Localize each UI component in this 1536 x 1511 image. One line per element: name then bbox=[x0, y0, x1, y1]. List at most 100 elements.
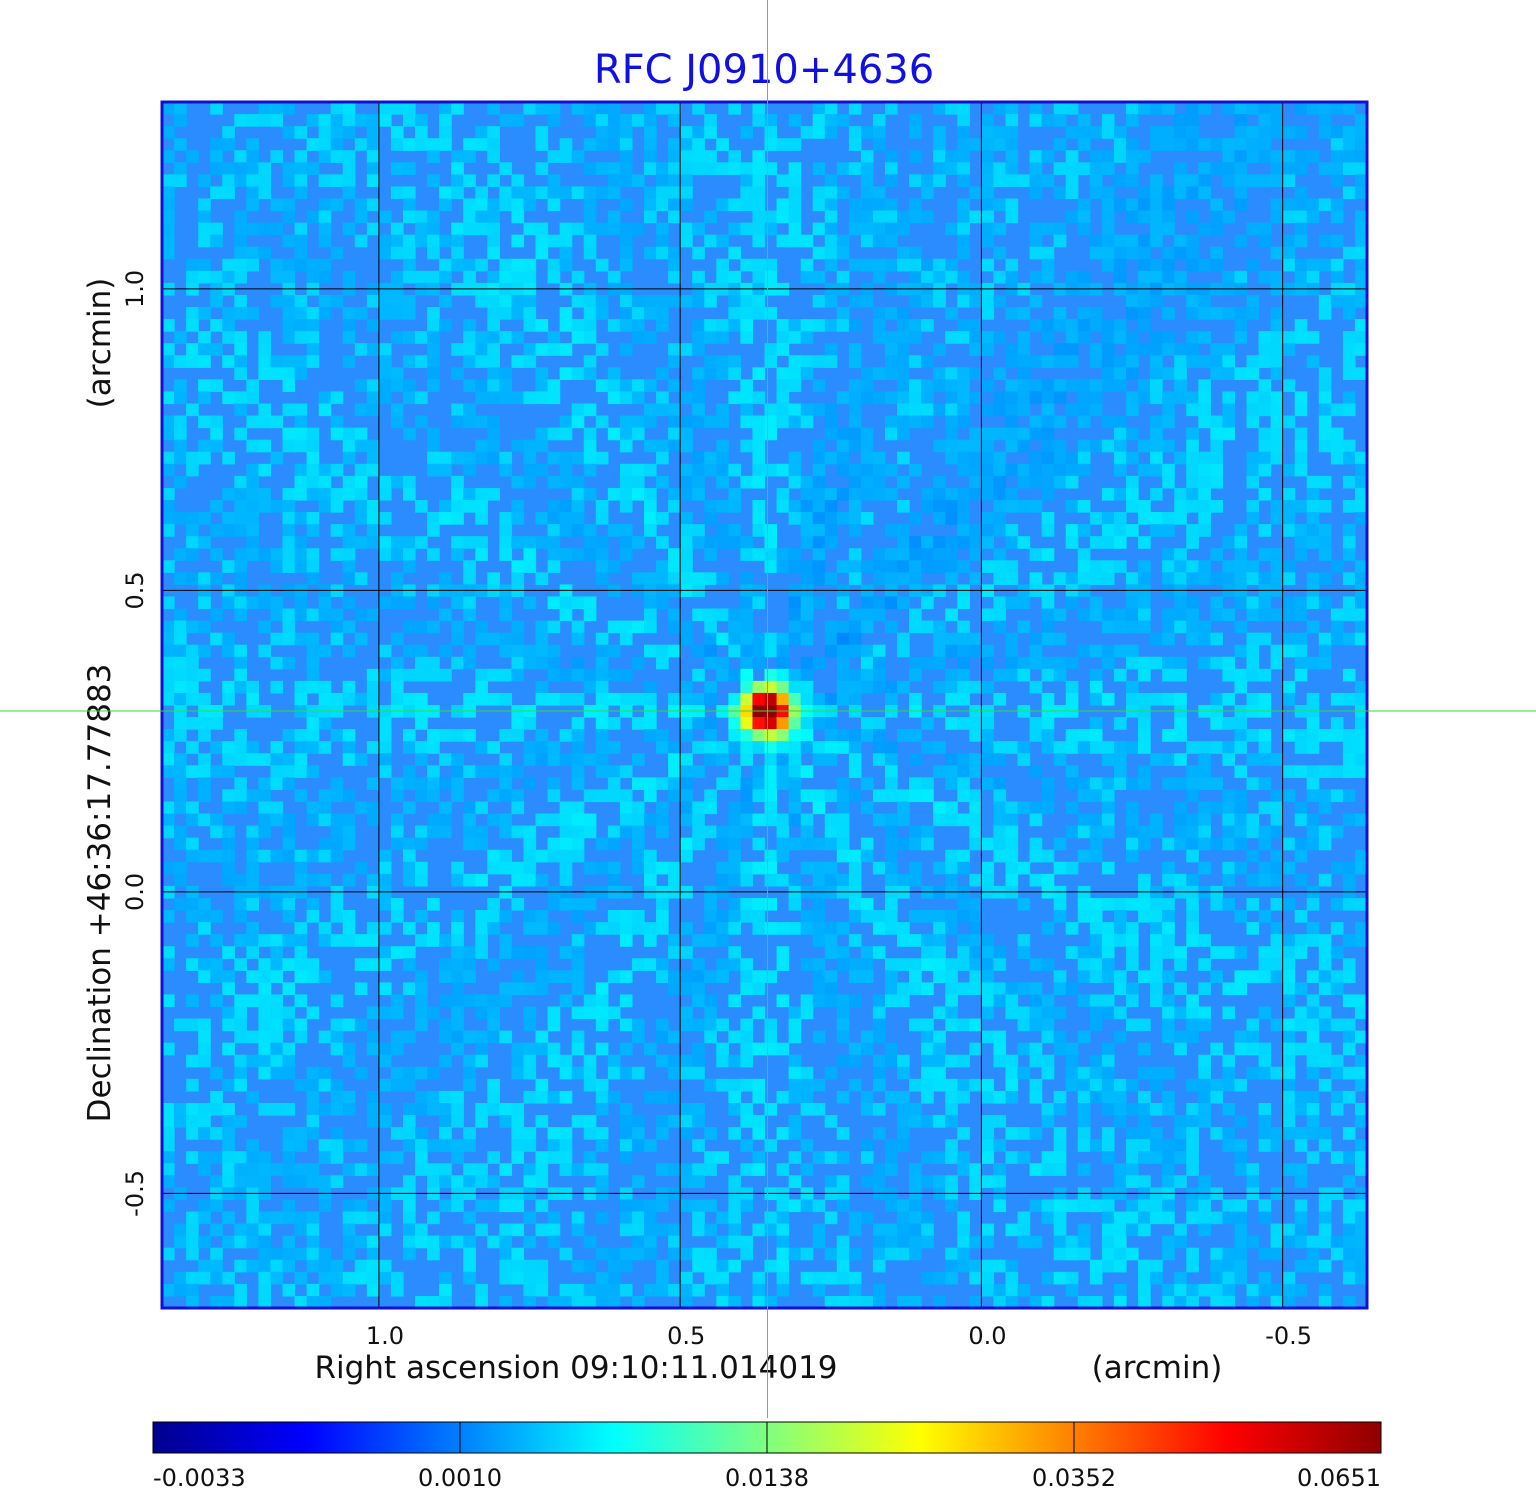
map-pixel bbox=[631, 1115, 645, 1128]
map-pixel bbox=[354, 861, 368, 875]
map-pixel bbox=[644, 692, 657, 706]
map-pixel bbox=[1053, 415, 1067, 429]
map-pixel bbox=[716, 258, 729, 272]
map-pixel bbox=[403, 873, 416, 887]
map-pixel bbox=[1246, 572, 1260, 585]
map-pixel bbox=[1186, 777, 1199, 791]
map-pixel bbox=[1342, 934, 1356, 947]
map-pixel bbox=[764, 729, 778, 742]
map-pixel bbox=[294, 849, 308, 863]
map-pixel bbox=[294, 186, 308, 200]
map-pixel bbox=[198, 270, 211, 284]
map-pixel bbox=[1330, 403, 1344, 417]
map-pixel bbox=[162, 560, 175, 573]
map-pixel bbox=[294, 765, 308, 778]
map-pixel bbox=[342, 680, 356, 694]
map-pixel bbox=[487, 789, 500, 803]
map-pixel bbox=[1234, 596, 1248, 610]
map-pixel bbox=[487, 246, 500, 260]
map-pixel bbox=[1318, 572, 1332, 585]
map-pixel bbox=[174, 439, 187, 453]
map-pixel bbox=[993, 1090, 1007, 1104]
map-pixel bbox=[788, 765, 802, 778]
map-pixel bbox=[981, 1090, 995, 1104]
map-pixel bbox=[390, 102, 404, 115]
map-pixel bbox=[692, 343, 705, 356]
map-pixel bbox=[1113, 982, 1127, 996]
map-pixel bbox=[836, 958, 850, 971]
map-pixel bbox=[246, 379, 259, 393]
map-pixel bbox=[390, 186, 404, 200]
map-pixel bbox=[366, 319, 380, 332]
map-pixel bbox=[354, 536, 368, 549]
map-pixel bbox=[463, 403, 476, 417]
map-pixel bbox=[1162, 186, 1175, 200]
map-pixel bbox=[1342, 331, 1356, 344]
map-pixel bbox=[1306, 512, 1320, 525]
map-pixel bbox=[788, 1127, 802, 1140]
map-pixel bbox=[1342, 970, 1356, 983]
map-pixel bbox=[583, 668, 597, 682]
map-pixel bbox=[1077, 210, 1091, 224]
map-pixel bbox=[1065, 861, 1079, 875]
map-pixel bbox=[1017, 946, 1031, 959]
map-pixel bbox=[282, 536, 296, 549]
map-pixel bbox=[1354, 1030, 1367, 1044]
map-pixel bbox=[427, 620, 440, 634]
map-pixel bbox=[740, 1054, 754, 1068]
map-pixel bbox=[1005, 1090, 1019, 1104]
map-pixel bbox=[318, 922, 332, 935]
map-pixel bbox=[342, 873, 356, 887]
map-pixel bbox=[487, 1151, 500, 1164]
map-pixel bbox=[800, 1139, 814, 1152]
map-pixel bbox=[523, 656, 537, 670]
map-pixel bbox=[933, 536, 946, 549]
map-pixel bbox=[403, 1078, 416, 1092]
map-pixel bbox=[1294, 1175, 1308, 1188]
map-pixel bbox=[1198, 1006, 1211, 1020]
map-pixel bbox=[487, 294, 500, 308]
map-pixel bbox=[1162, 210, 1175, 224]
map-pixel bbox=[885, 102, 898, 115]
map-pixel bbox=[1198, 415, 1211, 429]
map-pixel bbox=[656, 186, 669, 200]
map-pixel bbox=[1186, 813, 1199, 827]
map-pixel bbox=[1065, 536, 1079, 549]
map-pixel bbox=[957, 753, 970, 766]
map-pixel bbox=[571, 1163, 585, 1176]
map-pixel bbox=[897, 355, 910, 368]
map-pixel bbox=[680, 837, 693, 851]
map-pixel bbox=[1065, 1054, 1079, 1068]
map-pixel bbox=[644, 1042, 657, 1056]
map-pixel bbox=[1126, 343, 1139, 356]
map-pixel bbox=[342, 1018, 356, 1032]
map-pixel bbox=[752, 861, 766, 875]
map-pixel bbox=[1162, 946, 1175, 959]
map-pixel bbox=[1282, 198, 1296, 212]
map-pixel bbox=[523, 1054, 537, 1068]
map-pixel bbox=[451, 234, 464, 248]
map-pixel bbox=[836, 837, 850, 851]
map-pixel bbox=[1101, 512, 1115, 525]
map-pixel bbox=[1113, 270, 1127, 284]
map-pixel bbox=[981, 114, 995, 127]
map-pixel bbox=[1342, 729, 1356, 742]
map-pixel bbox=[812, 475, 826, 489]
map-pixel bbox=[1065, 825, 1079, 839]
map-pixel bbox=[318, 1175, 332, 1188]
map-pixel bbox=[1294, 427, 1308, 441]
map-pixel bbox=[523, 102, 537, 115]
map-pixel bbox=[704, 126, 717, 139]
map-pixel bbox=[1065, 162, 1079, 175]
map-pixel bbox=[354, 463, 368, 477]
map-pixel bbox=[788, 1199, 802, 1213]
map-pixel bbox=[619, 1115, 633, 1128]
map-pixel bbox=[1113, 439, 1127, 453]
map-pixel bbox=[559, 463, 573, 477]
map-pixel bbox=[439, 970, 452, 983]
map-pixel bbox=[812, 692, 826, 706]
map-pixel bbox=[390, 475, 404, 489]
map-pixel bbox=[752, 789, 766, 803]
map-pixel bbox=[752, 415, 766, 429]
map-pixel bbox=[451, 861, 464, 875]
